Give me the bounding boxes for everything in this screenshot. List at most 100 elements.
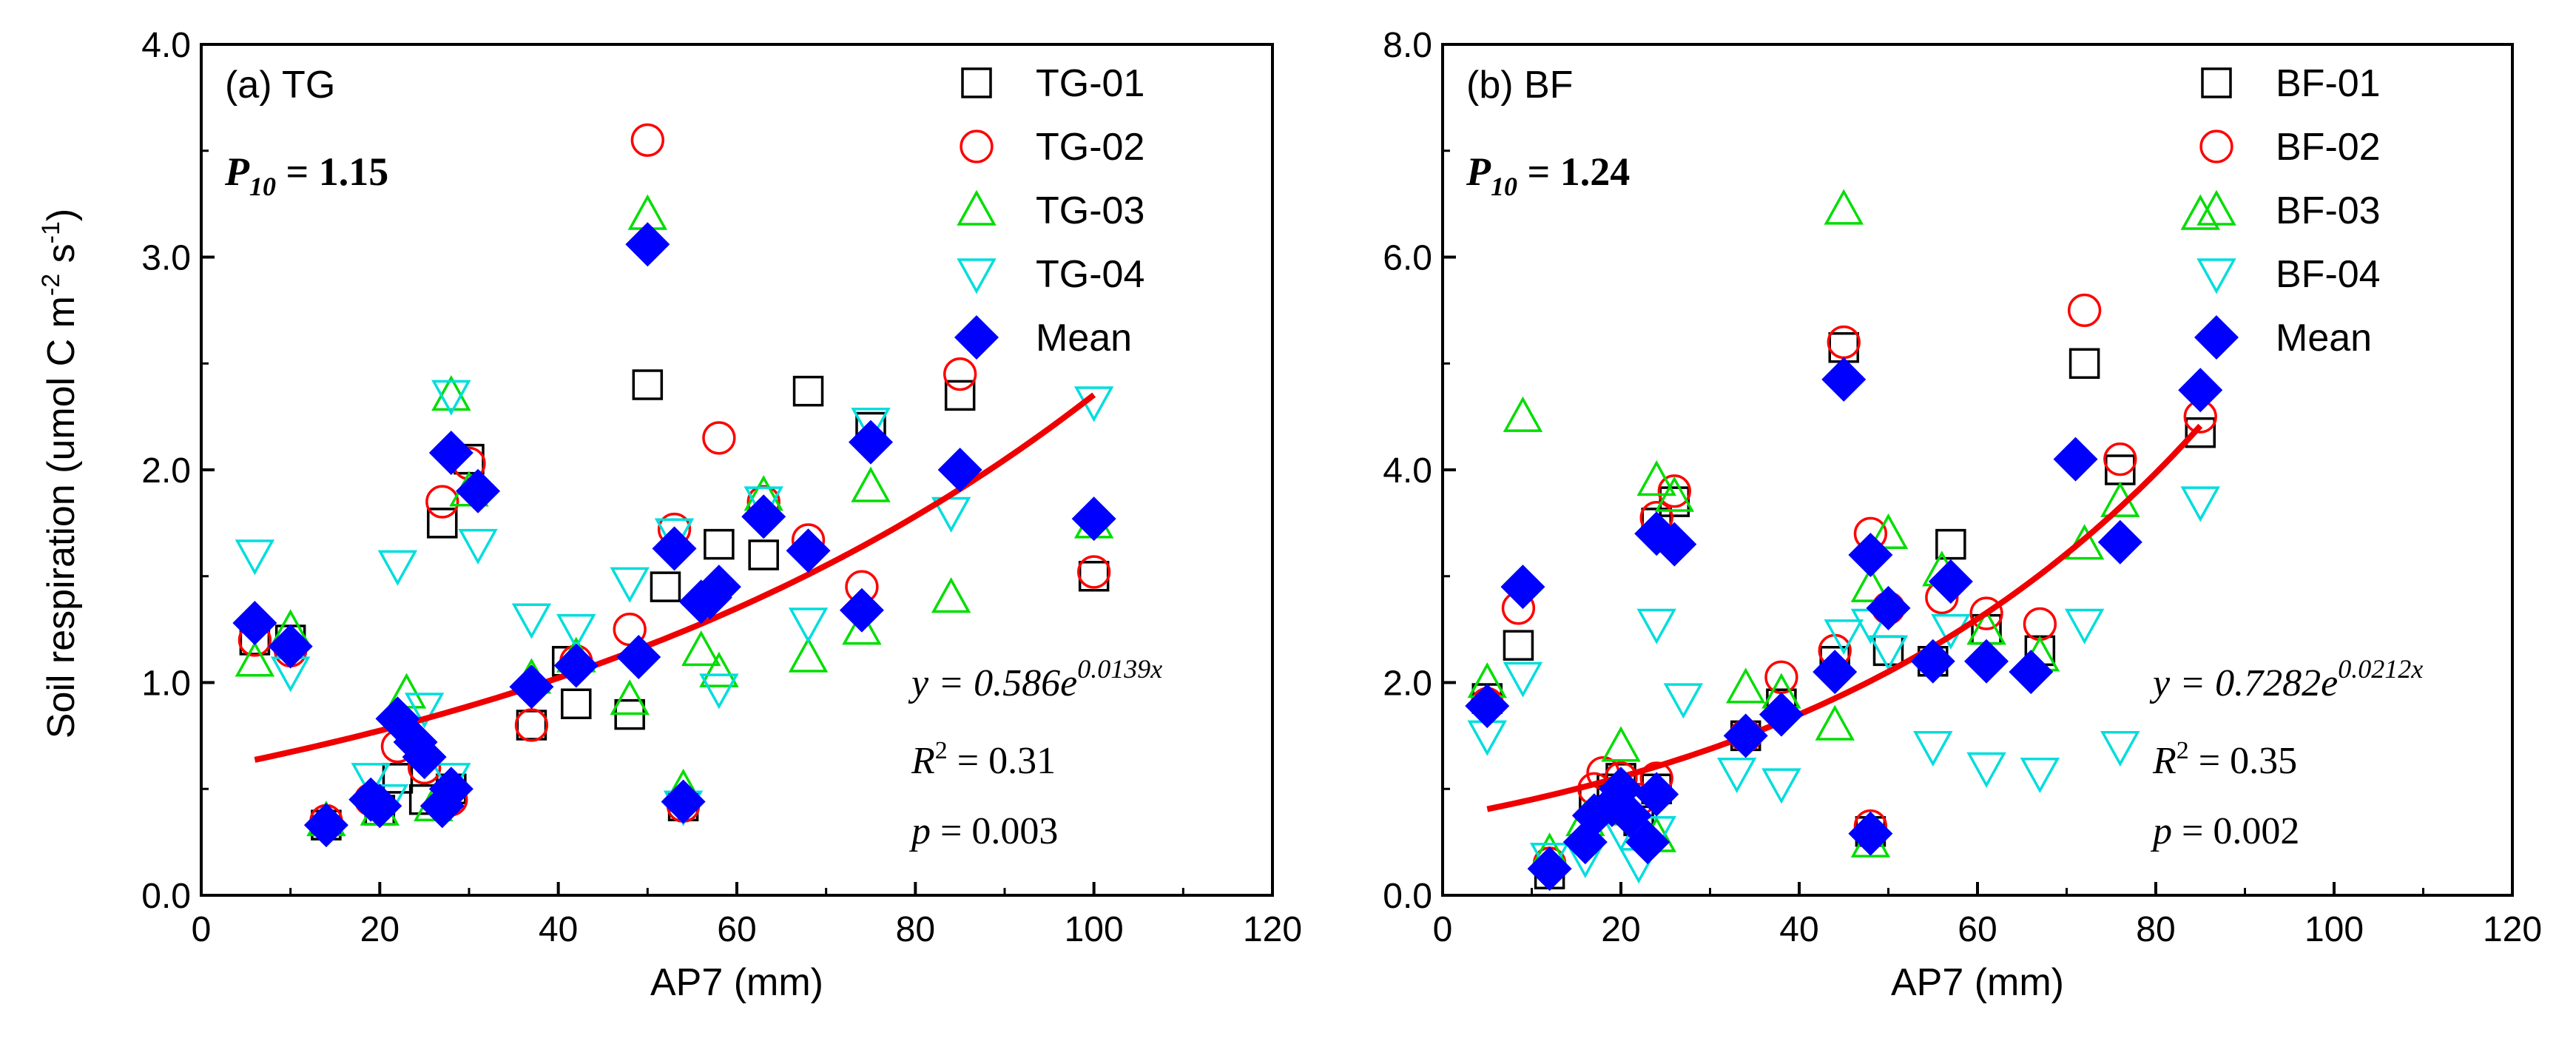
panel-b-p-value: p = 0.002 [2150,810,2299,852]
legend-marker [2201,67,2232,98]
bf-04-point [1716,757,1757,794]
tg-01-point [704,528,735,560]
x-tick-label: 60 [1958,910,1997,949]
bf-03-point [1725,667,1766,704]
mean-point [232,600,277,646]
panel-a-legend: TG-01 TG-02 TG-03 TG-04 Mean [954,62,1144,360]
bf-02-point [2067,293,2102,328]
legend-label: BF-01 [2276,62,2381,105]
x-tick-label: 40 [1779,910,1818,949]
y-tick-label: 0.0 [1383,877,1432,916]
mean-point [1634,772,1679,817]
tg-02-point [514,708,549,742]
mean-point [1866,585,1911,630]
mean-point [456,468,501,513]
bf-04-point [2100,731,2140,767]
x-tick-label: 60 [717,910,756,949]
tg-01-point [632,369,664,400]
y-axis-title: Soil respiration (umol C m-2 s-1) [37,209,83,738]
tg-01-point [792,375,824,407]
x-tick-label: 80 [2136,910,2175,949]
x-tick-label: 120 [2483,910,2542,949]
mean-point [2009,650,2054,695]
tg-04-point [699,673,739,710]
mean-point [553,643,599,688]
mean-point [616,634,661,680]
bf-02-point [1827,325,1861,360]
tg-01-point [516,710,547,741]
bf-04-point [1966,752,2006,788]
tg-04-point [458,528,498,565]
y-tick-label: 4.0 [141,26,191,65]
bf-02-point [1657,474,1691,508]
bf-04-point [1503,661,1543,698]
panel-a-ticks: 0 20 40 60 80 100 120 0.0 1.0 2.0 3.0 4.0 [141,26,1302,949]
bf-03-point [1654,476,1695,512]
tg-02-point [1077,555,1111,589]
y-tick-label: 1.0 [141,664,191,704]
bf-03-point [2180,194,2220,230]
y-tick-label: 3.0 [141,239,191,278]
panel-a-p10: P10 = 1.15 [224,149,388,201]
bf-03-point [1601,726,1641,762]
x-tick-label: 100 [1065,910,1124,949]
bf-01-point [1935,528,1966,560]
legend-label: Mean [1036,317,1132,360]
bf-01-point [2068,348,2100,379]
panel-b-label: (b) BF [1466,64,1573,107]
tg-03-point [931,577,971,613]
legend-label: Mean [2276,317,2372,360]
panel-a-fit-equation: y = 0.586e0.0139x [908,654,1162,704]
bf-04-point [2180,486,2220,522]
legend-marker [961,67,992,98]
tg-03-point [851,466,891,502]
legend-label: TG-01 [1036,62,1144,105]
legend-label: BF-03 [2276,189,2381,232]
legend-label: TG-02 [1036,126,1144,169]
legend-marker [2199,129,2233,164]
mean-point [428,767,473,812]
tg-03-point [842,609,882,645]
mean-point [2053,437,2098,482]
bf-04-point [1913,731,1953,767]
legend-label: TG-04 [1036,253,1144,296]
x-tick-label: 100 [2304,910,2364,949]
legend-marker [957,258,997,294]
tg-04-point [556,613,596,650]
mean-point [2097,519,2142,565]
x-tick-label: 20 [360,910,399,949]
mean-point [1723,713,1768,758]
mean-point [1608,793,1653,838]
legend-label: BF-04 [2276,253,2381,296]
bf-03-point [1824,189,1864,225]
mean-point [402,735,447,780]
panel-b-marks [1465,189,2223,892]
tg-01-point [1078,561,1110,592]
mean-point [661,779,706,824]
mean-point [1813,650,1858,695]
bf-04-point [2064,608,2105,644]
panel-a-chart: 0 20 40 60 80 100 120 0.0 1.0 2.0 3.0 4.0 (a) TG P1… [141,26,1302,1004]
mean-point [1928,559,1973,604]
fit-curve [1486,423,2203,812]
panel-b-x-axis-title: AP7 (mm) [1891,961,2064,1004]
mean-point [1964,639,2009,684]
legend-marker [960,129,994,164]
panel-a-label: (a) TG [225,64,335,107]
mean-point [2178,368,2223,413]
mean-point [652,526,697,571]
mean-point [268,624,313,669]
mean-point [1527,846,1572,892]
bf-04-point [1824,619,1864,656]
bf-03-point [1815,704,1855,741]
tg-04-point [511,603,552,639]
mean-point [848,420,894,465]
panel-b-fit-equation: y = 0.7282e0.0212x [2149,654,2423,704]
panel-a-marks [232,123,1116,848]
mean-point [1848,532,1893,578]
bf-01-point [1503,630,1534,661]
y-tick-label: 2.0 [141,451,191,491]
bf-04-point [1868,635,1909,671]
mean-point [1848,811,1893,856]
